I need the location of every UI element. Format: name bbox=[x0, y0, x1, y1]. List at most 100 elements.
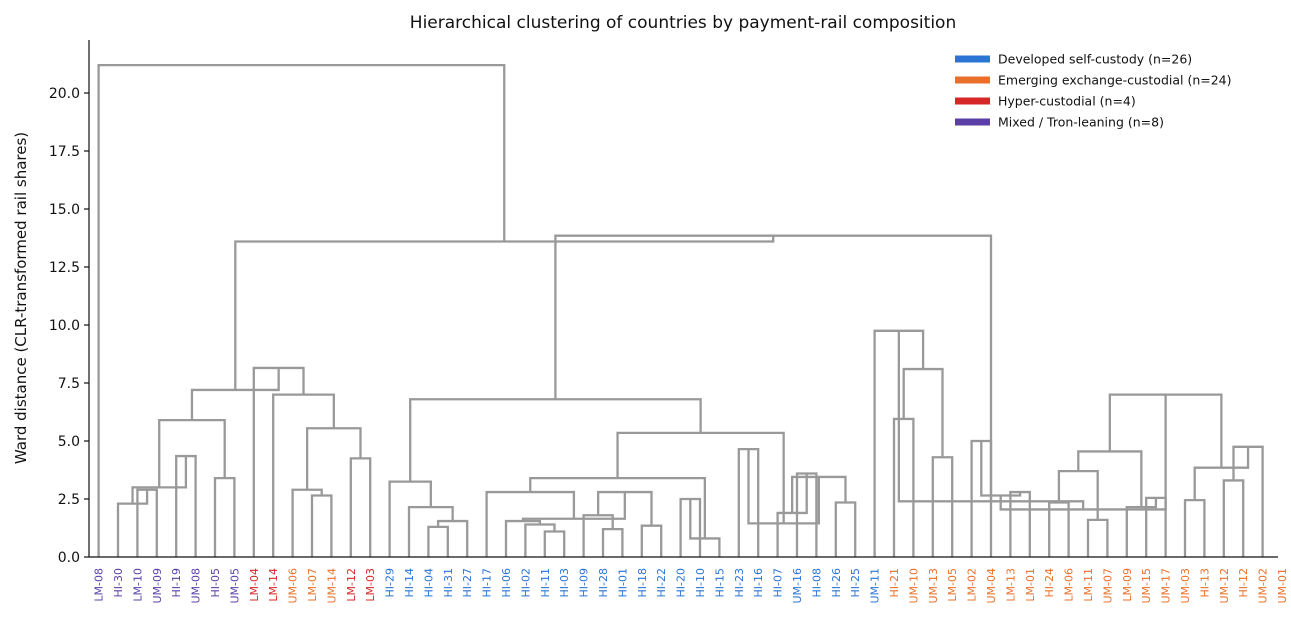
dendrogram-link bbox=[543, 530, 566, 557]
leaf-label: LM-04 bbox=[248, 568, 261, 602]
y-tick-label: 10.0 bbox=[49, 318, 80, 334]
legend-swatch bbox=[955, 76, 990, 84]
leaf-label: LM-03 bbox=[364, 568, 377, 602]
leaf-label: LM-11 bbox=[1082, 568, 1095, 602]
leaf-label: LM-08 bbox=[93, 568, 106, 602]
leaf-label: LM-13 bbox=[1004, 568, 1017, 602]
leaf-label: UM-12 bbox=[1218, 568, 1231, 604]
y-axis-label: Ward distance (CLR-transformed rail shar… bbox=[12, 132, 30, 464]
leaf-label: LM-05 bbox=[946, 568, 959, 602]
leaf-label: LM-09 bbox=[1121, 568, 1134, 602]
leaf-label: HI-08 bbox=[810, 568, 823, 597]
y-tick-label: 12.5 bbox=[49, 260, 80, 276]
dendrogram-link bbox=[931, 456, 954, 557]
leaf-label: HI-06 bbox=[500, 568, 513, 597]
dendrogram-link bbox=[1048, 501, 1070, 557]
chart-title: Hierarchical clustering of countries by … bbox=[410, 13, 956, 33]
leaf-label: LM-02 bbox=[966, 568, 979, 602]
dendrogram-link bbox=[902, 367, 944, 458]
leaf-label: UM-03 bbox=[1179, 568, 1192, 604]
leaf-label: HI-30 bbox=[112, 568, 125, 597]
leaf-label: HI-24 bbox=[1043, 568, 1056, 597]
leaf-label: UM-16 bbox=[791, 568, 804, 604]
dendrogram-link bbox=[409, 398, 702, 482]
leaf-label: HI-10 bbox=[694, 568, 707, 597]
dendrogram-link bbox=[892, 417, 915, 557]
dendrogram-link bbox=[524, 523, 556, 557]
leaf-label: HI-20 bbox=[675, 568, 688, 597]
leaf-label: HI-28 bbox=[597, 568, 610, 597]
dendrogram-link bbox=[1222, 479, 1245, 557]
dendrogram-link bbox=[234, 235, 775, 390]
y-tick-label: 17.5 bbox=[49, 144, 80, 160]
dendrogram-link bbox=[980, 441, 1022, 497]
leaf-label: UM-09 bbox=[151, 568, 164, 604]
dendrogram-link bbox=[1057, 470, 1099, 520]
leaf-label: HI-23 bbox=[733, 568, 746, 597]
leaf-label: UM-07 bbox=[1101, 568, 1114, 604]
leaf-label: UM-10 bbox=[907, 568, 920, 604]
dendrogram-link bbox=[213, 476, 236, 557]
leaf-label: LM-07 bbox=[306, 568, 319, 602]
dendrogram-link bbox=[640, 524, 663, 557]
dendrogram-link bbox=[349, 457, 372, 557]
leaf-label: HI-25 bbox=[849, 568, 862, 597]
dendrogram-link bbox=[388, 480, 432, 557]
leaf-label: UM-11 bbox=[869, 568, 882, 604]
dendrogram-link bbox=[834, 501, 857, 557]
y-ticks: 0.0 2.5 5.0 7.5 10.0 12.5 15.0 17.5 20.0 bbox=[49, 86, 89, 566]
leaf-label: HI-22 bbox=[655, 568, 668, 597]
leaf-label: HI-17 bbox=[481, 568, 494, 597]
y-tick-label: 20.0 bbox=[49, 86, 80, 102]
leaf-label: HI-19 bbox=[170, 568, 183, 597]
dendrogram-link bbox=[97, 64, 506, 557]
legend-entry: Developed self-custody (n=26) bbox=[998, 52, 1192, 67]
legend-swatch bbox=[955, 55, 990, 63]
dendrogram-link bbox=[272, 393, 335, 557]
legend-swatch bbox=[955, 118, 990, 126]
leaf-label: HI-07 bbox=[772, 568, 785, 597]
leaf-label: UM-13 bbox=[927, 568, 940, 604]
leaf-label: HI-29 bbox=[384, 568, 397, 597]
leaf-label: UM-08 bbox=[190, 568, 203, 604]
dendrogram-links bbox=[97, 64, 1264, 557]
y-tick-label: 7.5 bbox=[58, 376, 80, 392]
y-tick-label: 5.0 bbox=[58, 434, 80, 450]
leaf-label: HI-11 bbox=[539, 568, 552, 597]
leaf-label: UM-04 bbox=[985, 568, 998, 604]
leaf-label: HI-09 bbox=[578, 568, 591, 597]
legend-entry: Mixed / Tron-leaning (n=8) bbox=[998, 115, 1164, 130]
dendrogram-link bbox=[601, 528, 624, 557]
leaf-label: HI-03 bbox=[558, 568, 571, 597]
leaf-label: HI-02 bbox=[519, 568, 532, 597]
leaf-label: UM-06 bbox=[287, 568, 300, 604]
leaf-labels: LM-08 HI-30 LM-10 UM-09 HI-19 UM-08 HI-05 UM-05… bbox=[93, 568, 1289, 604]
y-tick-label: 15.0 bbox=[49, 202, 80, 218]
legend: Developed self-custody (n=26) Emerging ex… bbox=[955, 52, 1232, 130]
dendrogram-link bbox=[582, 514, 614, 557]
dendrogram-link bbox=[407, 505, 454, 557]
leaf-label: LM-10 bbox=[131, 568, 144, 602]
leaf-label: UM-02 bbox=[1257, 568, 1270, 604]
leaf-label: UM-01 bbox=[1276, 568, 1289, 604]
leaf-label: HI-15 bbox=[713, 568, 726, 597]
leaf-label: LM-01 bbox=[1024, 568, 1037, 602]
axes bbox=[88, 40, 1278, 558]
legend-entry: Hyper-custodial (n=4) bbox=[998, 94, 1136, 109]
leaf-label: HI-05 bbox=[209, 568, 222, 597]
leaf-label: LM-14 bbox=[267, 568, 280, 602]
dendrogram-link bbox=[1183, 499, 1206, 557]
leaf-label: UM-15 bbox=[1140, 568, 1153, 604]
dendrogram-link bbox=[427, 525, 449, 557]
leaf-label: UM-17 bbox=[1160, 568, 1173, 604]
leaf-label: HI-12 bbox=[1237, 568, 1250, 597]
leaf-label: HI-16 bbox=[752, 568, 765, 597]
leaf-label: HI-04 bbox=[422, 568, 435, 597]
dendrogram-link bbox=[1077, 450, 1143, 508]
leaf-label: LM-12 bbox=[345, 568, 358, 602]
leaf-label: HI-18 bbox=[636, 568, 649, 597]
legend-entry: Emerging exchange-custodial (n=24) bbox=[998, 73, 1232, 88]
dendrogram-link bbox=[310, 494, 333, 557]
y-tick-label: 2.5 bbox=[58, 492, 80, 508]
